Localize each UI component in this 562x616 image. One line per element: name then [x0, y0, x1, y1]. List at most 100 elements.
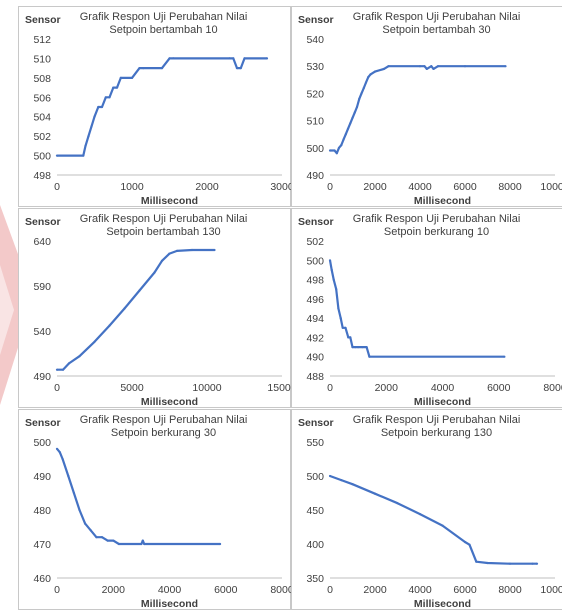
data-point — [142, 67, 145, 70]
chart-title: Grafik Respon Uji Perubahan Nilai — [80, 414, 248, 426]
data-point — [61, 457, 64, 461]
data-point — [328, 474, 332, 478]
data-point — [328, 149, 332, 152]
data-point — [138, 289, 141, 292]
y-tick-label: 490 — [306, 352, 324, 364]
data-point — [463, 65, 467, 68]
data-point — [353, 111, 356, 114]
y-axis-label: Sensor — [298, 216, 334, 228]
x-tick-label: 2000 — [375, 382, 399, 394]
data-point — [355, 105, 359, 109]
chart-svg: Grafik Respon Uji Perubahan NilaiSetpoin… — [298, 11, 562, 207]
y-tick-label: 500 — [306, 143, 324, 155]
data-point — [339, 317, 342, 320]
y-tick-label: 480 — [33, 505, 51, 517]
chart-svg: Grafik Respon Uji Perubahan NilaiSetpoin… — [25, 414, 292, 610]
data-point — [58, 451, 61, 454]
data-point — [89, 529, 92, 532]
x-tick-label: 5000 — [120, 382, 144, 394]
series-line — [56, 448, 221, 546]
x-axis-label: Millisecond — [414, 598, 471, 610]
x-tick-label: 6000 — [214, 584, 238, 596]
data-point — [347, 336, 350, 339]
y-tick-label: 540 — [33, 326, 51, 338]
y-tick-label: 510 — [33, 53, 51, 65]
y-axis-label: Sensor — [25, 417, 61, 429]
chart-svg: Grafik Respon Uji Perubahan NilaiSetpoin… — [25, 213, 292, 408]
x-tick-label: 0 — [54, 181, 60, 193]
data-point — [535, 562, 539, 565]
data-point — [78, 508, 81, 512]
x-tick-label: 3000 — [270, 181, 292, 193]
y-tick-label: 502 — [33, 131, 51, 143]
y-tick-label: 490 — [33, 471, 51, 483]
x-tick-label: 0 — [54, 382, 60, 394]
data-point — [358, 97, 361, 100]
x-tick-label: 6000 — [453, 584, 477, 596]
data-point — [82, 154, 85, 157]
data-point — [112, 86, 115, 89]
x-tick-label: 0 — [327, 584, 333, 596]
watermark-inner — [0, 265, 14, 355]
y-tick-label: 498 — [33, 170, 51, 182]
x-tick-label: 8000 — [498, 584, 522, 596]
data-point — [508, 562, 512, 565]
x-tick-label: 0 — [54, 584, 60, 596]
chart-title: Grafik Respon Uji Perubahan Nilai — [353, 414, 521, 426]
data-point — [344, 133, 347, 136]
chart-subtitle: Setpoin bertambah 130 — [106, 226, 220, 238]
chart-panel-5: Grafik Respon Uji Perubahan Nilai Setpoin… — [18, 409, 292, 610]
data-point — [340, 144, 343, 147]
data-point — [172, 57, 175, 60]
data-point — [504, 65, 507, 68]
data-point — [143, 542, 146, 546]
watermark-decoration — [0, 205, 22, 405]
y-tick-label: 488 — [306, 371, 324, 383]
data-point — [106, 539, 109, 542]
data-point — [160, 67, 164, 70]
data-point — [332, 278, 335, 281]
x-tick-label: 4000 — [158, 584, 182, 596]
chart-title: Grafik Respon Uji Perubahan Nilai — [353, 11, 521, 23]
x-tick-label: 8000 — [270, 584, 292, 596]
data-point — [141, 539, 144, 542]
x-axis-label: Millisecond — [414, 195, 471, 207]
data-point — [213, 248, 216, 252]
x-axis-label: Millisecond — [141, 598, 198, 610]
chart-title: Grafik Respon Uji Perubahan Nilai — [80, 213, 248, 225]
data-point — [55, 368, 59, 371]
data-point — [108, 324, 111, 327]
y-tick-label: 490 — [306, 170, 324, 182]
data-point — [362, 86, 365, 90]
data-point — [115, 86, 119, 89]
x-tick-label: 0 — [327, 181, 333, 193]
data-point — [78, 355, 81, 358]
x-tick-label: 2000 — [195, 181, 219, 193]
data-point — [373, 70, 377, 73]
data-point — [93, 340, 96, 343]
data-point — [55, 447, 59, 450]
series-line — [329, 474, 537, 565]
y-tick-label: 520 — [306, 88, 324, 100]
data-point — [423, 65, 426, 68]
data-point — [364, 81, 368, 84]
x-tick-label: 0 — [327, 382, 333, 394]
data-point — [239, 67, 242, 70]
y-axis-label: Sensor — [298, 417, 334, 429]
y-tick-label: 350 — [306, 573, 324, 585]
data-point — [243, 57, 246, 60]
data-point — [160, 259, 164, 262]
x-tick-label: 6000 — [487, 382, 511, 394]
data-point — [337, 307, 340, 310]
x-tick-label: 6000 — [453, 181, 477, 193]
x-tick-label: 1000 — [120, 181, 144, 193]
chart-panel-3: Grafik Respon Uji Perubahan Nilai Setpoin… — [18, 208, 292, 408]
data-point — [235, 67, 239, 70]
data-point — [97, 105, 100, 109]
data-point — [346, 127, 350, 130]
data-point — [130, 76, 134, 79]
data-point — [432, 67, 435, 70]
y-tick-label: 512 — [33, 34, 51, 46]
series-line — [57, 57, 267, 157]
